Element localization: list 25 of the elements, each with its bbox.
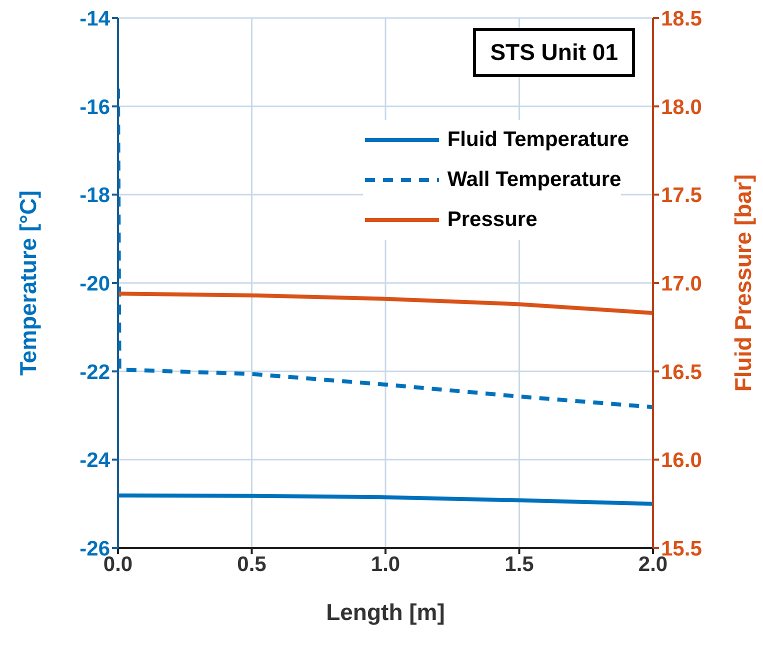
y-tick-label: -20 [80,272,110,296]
line-series [118,493,653,506]
y2-tick-label: 16.0 [661,449,702,472]
x-axis-title: Length [m] [326,599,445,625]
x-tick-label: 1.0 [370,552,400,576]
x-tick-label: 0.5 [237,552,267,576]
line-series [118,86,653,410]
legend-label: Wall Temperature [447,168,622,192]
y2-tick-label: 16.5 [661,360,702,384]
y-axis-title: Temperature [°C] [15,190,42,376]
legend-label: Pressure [447,208,538,232]
y-tick-label: -22 [80,360,110,384]
y2-tick-label: 18.5 [661,7,702,30]
y-tick-label: -16 [80,96,110,119]
y2-tick-label: 18.0 [661,96,702,119]
line-series [118,292,653,316]
annotation: STS Unit 01 [473,28,635,77]
y2-tick-label: 17.5 [661,184,702,208]
y-tick-label: -18 [80,184,110,208]
y2-axis-title: Fluid Pressure [bar] [730,174,756,392]
x-tick-label: 1.5 [504,552,534,576]
legend-label: Fluid Temperature [447,128,629,152]
y-tick-label: -14 [80,7,110,30]
y2-tick-label: 17.0 [661,272,702,296]
y-tick-label: -24 [80,449,110,472]
